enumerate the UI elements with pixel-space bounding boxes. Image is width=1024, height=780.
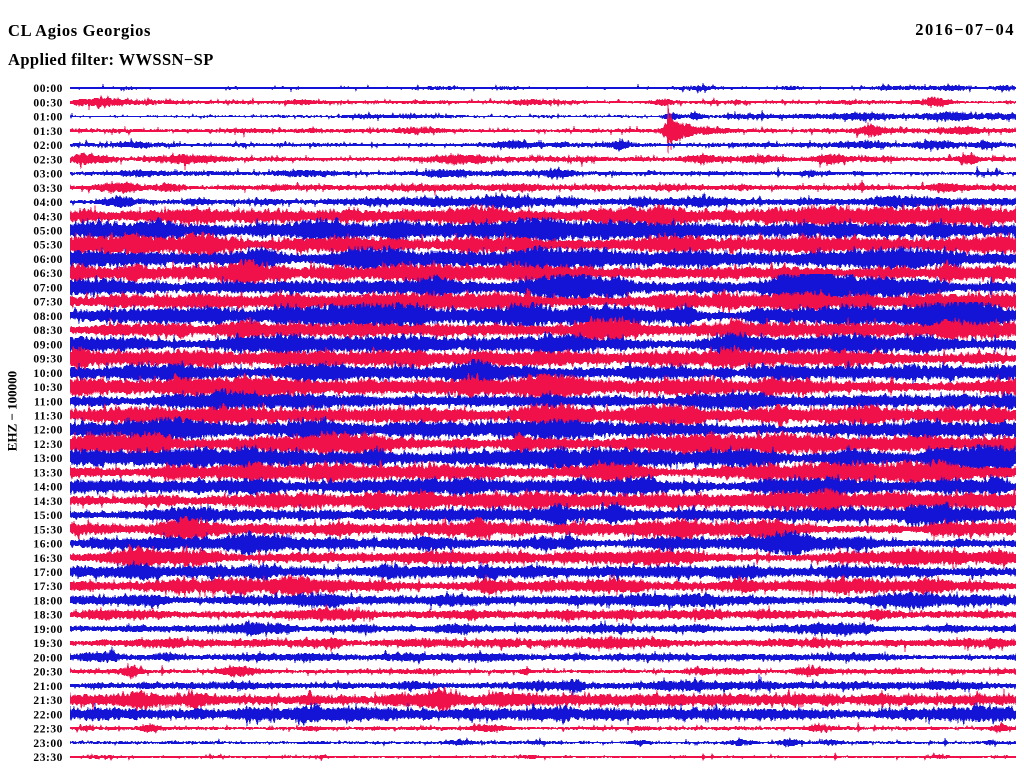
svg-text:01:00: 01:00: [33, 112, 63, 124]
svg-text:16:30: 16:30: [33, 553, 63, 565]
svg-text:21:00: 21:00: [33, 681, 63, 693]
svg-text:12:00: 12:00: [33, 425, 63, 437]
svg-text:22:00: 22:00: [33, 709, 63, 721]
svg-text:17:00: 17:00: [33, 567, 63, 579]
svg-text:19:00: 19:00: [33, 624, 63, 636]
svg-text:02:00: 02:00: [33, 140, 63, 152]
svg-text:09:00: 09:00: [33, 339, 63, 351]
svg-text:13:00: 13:00: [33, 453, 63, 465]
svg-text:20:00: 20:00: [33, 652, 63, 664]
svg-text:03:30: 03:30: [33, 183, 63, 195]
svg-text:08:00: 08:00: [33, 311, 63, 323]
svg-text:Applied filter: WWSSN−SP: Applied filter: WWSSN−SP: [8, 50, 214, 69]
svg-text:04:30: 04:30: [33, 211, 63, 223]
svg-text:07:00: 07:00: [33, 282, 63, 294]
svg-text:05:30: 05:30: [33, 240, 63, 252]
svg-text:07:30: 07:30: [33, 297, 63, 309]
svg-text:04:00: 04:00: [33, 197, 63, 209]
svg-text:13:30: 13:30: [33, 467, 63, 479]
svg-text:03:00: 03:00: [33, 169, 63, 181]
svg-text:06:00: 06:00: [33, 254, 63, 266]
svg-text:08:30: 08:30: [33, 325, 63, 337]
svg-text:06:30: 06:30: [33, 268, 63, 280]
svg-text:15:00: 15:00: [33, 510, 63, 522]
svg-text:23:30: 23:30: [33, 752, 63, 764]
svg-text:18:00: 18:00: [33, 596, 63, 608]
svg-text:00:00: 00:00: [33, 83, 63, 95]
svg-text:17:30: 17:30: [33, 581, 63, 593]
svg-text:10:30: 10:30: [33, 382, 63, 394]
svg-text:05:00: 05:00: [33, 226, 63, 238]
svg-text:16:00: 16:00: [33, 539, 63, 551]
svg-text:00:30: 00:30: [33, 97, 63, 109]
svg-text:18:30: 18:30: [33, 610, 63, 622]
svg-text:14:00: 14:00: [33, 482, 63, 494]
svg-text:15:30: 15:30: [33, 524, 63, 536]
svg-text:EHZ − 100000: EHZ − 100000: [5, 371, 20, 451]
svg-text:14:30: 14:30: [33, 496, 63, 508]
svg-text:22:30: 22:30: [33, 724, 63, 736]
svg-text:11:30: 11:30: [34, 411, 63, 423]
svg-text:10:00: 10:00: [33, 368, 63, 380]
svg-text:09:30: 09:30: [33, 354, 63, 366]
svg-text:12:30: 12:30: [33, 439, 63, 451]
svg-text:02:30: 02:30: [33, 154, 63, 166]
svg-text:01:30: 01:30: [33, 126, 63, 138]
svg-text:23:00: 23:00: [33, 738, 63, 750]
svg-text:CL Agios Georgios: CL Agios Georgios: [8, 21, 151, 40]
svg-text:20:30: 20:30: [33, 667, 63, 679]
svg-text:11:00: 11:00: [34, 396, 63, 408]
svg-text:19:30: 19:30: [33, 638, 63, 650]
svg-text:21:30: 21:30: [33, 695, 63, 707]
svg-text:2016−07−04: 2016−07−04: [915, 20, 1015, 39]
